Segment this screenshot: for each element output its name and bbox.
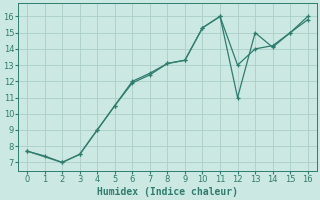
X-axis label: Humidex (Indice chaleur): Humidex (Indice chaleur) [97,186,238,197]
